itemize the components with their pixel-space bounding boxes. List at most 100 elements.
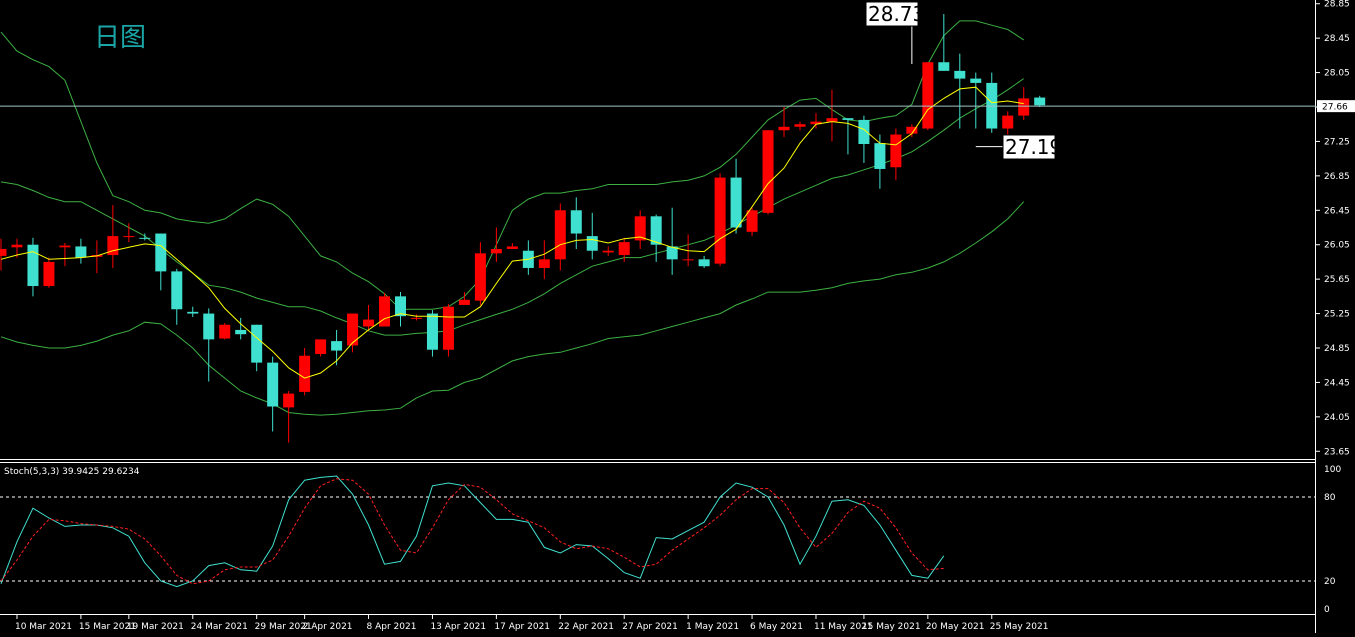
candle-body (107, 236, 119, 256)
candle (442, 304, 454, 357)
date-tick-label: 19 Mar 2021 (127, 622, 184, 632)
price-tick-label: 28.05 (1324, 69, 1350, 79)
candle (826, 89, 838, 142)
candle (970, 72, 982, 129)
stoch-tick-label: 100 (1324, 465, 1341, 475)
current-price-label: 27.66 (1322, 103, 1348, 113)
annotation-high-box (865, 1, 919, 27)
candle (938, 14, 950, 71)
candle-body (922, 62, 934, 129)
candle-body (474, 253, 486, 301)
candle (746, 207, 758, 237)
candle (347, 313, 359, 353)
date-tick-label: 22 Apr 2021 (558, 622, 614, 632)
candle (139, 233, 151, 241)
candle-body (442, 306, 454, 350)
date-tick-label: 25 May 2021 (990, 622, 1049, 632)
candle (410, 314, 422, 321)
stoch-tick-label: 80 (1324, 493, 1336, 503)
date-tick-label: 10 Mar 2021 (15, 622, 72, 632)
candle-body (810, 121, 822, 125)
current-price-line-group: 27.66 (0, 100, 1355, 113)
candle (458, 292, 470, 305)
candle-body (762, 130, 774, 213)
candle (858, 115, 870, 163)
stoch-tick-label: 20 (1324, 577, 1336, 587)
candle-body (155, 233, 167, 272)
candle-body (794, 124, 806, 127)
candle (43, 257, 55, 288)
candle (842, 118, 854, 155)
candle (123, 223, 135, 243)
candle (11, 238, 23, 258)
candle (538, 240, 550, 280)
price-tick-label: 23.65 (1324, 447, 1350, 457)
date-tick-label: 27 Apr 2021 (622, 622, 678, 632)
candle (59, 242, 71, 267)
candle-body (634, 216, 646, 241)
price-tick-label: 26.85 (1324, 172, 1350, 182)
candle-body (315, 339, 327, 355)
candle-body (858, 119, 870, 145)
candle (203, 308, 215, 382)
candle (778, 107, 790, 138)
stoch-axis-ticks: 100 80 20 0 (1324, 465, 1341, 615)
candle (954, 53, 966, 129)
candle (171, 268, 183, 325)
candle (698, 255, 710, 268)
candle (379, 292, 391, 327)
candle (395, 292, 406, 327)
candle-body (970, 78, 982, 83)
date-tick-label: 6 May 2021 (750, 622, 803, 632)
annotation-low-label: 27.19 (1005, 135, 1062, 159)
date-tick-label: 15 Mar 2021 (79, 622, 136, 632)
price-tick-label: 24.85 (1324, 344, 1350, 354)
candle-body (682, 259, 694, 261)
candle (299, 347, 311, 396)
candle-body (458, 299, 470, 305)
candle (890, 128, 902, 181)
candle (922, 62, 934, 131)
candle (235, 317, 247, 340)
candle (586, 212, 598, 260)
candle-body (75, 246, 87, 258)
date-tick-label: 1 May 2021 (686, 622, 739, 632)
candle-body (778, 126, 790, 131)
candle-body (219, 324, 231, 339)
candle-body (554, 210, 566, 260)
candle (602, 246, 614, 256)
candle-body (43, 261, 55, 287)
annotation-low-box (1002, 134, 1056, 160)
candle (618, 237, 630, 262)
candle-body (363, 319, 375, 327)
candle-body (299, 355, 311, 392)
price-tick-label: 26.45 (1324, 206, 1350, 216)
candle-body (570, 210, 582, 234)
candle-body (331, 341, 343, 351)
band-line-1 (0, 78, 1025, 336)
price-tick-label: 25.65 (1324, 275, 1350, 285)
candle-body (251, 324, 263, 363)
current-price-box (1317, 100, 1355, 113)
candle (155, 233, 167, 291)
candle (1034, 95, 1046, 108)
price-tick-label: 26.05 (1324, 241, 1350, 251)
candle (474, 242, 486, 305)
candle-body (538, 259, 550, 268)
candle-body (27, 244, 39, 287)
stoch-main-line (0, 475, 945, 588)
candle-body (714, 177, 726, 264)
candle (506, 242, 518, 250)
candle (107, 205, 119, 268)
date-tick-label: 8 Apr 2021 (367, 622, 417, 632)
candle-body (203, 313, 215, 340)
candle-body (586, 236, 598, 251)
candle (794, 121, 806, 131)
bollinger-bands (0, 20, 1025, 416)
candle-body (0, 249, 7, 256)
candle (75, 238, 87, 264)
ma-line (0, 86, 1024, 379)
